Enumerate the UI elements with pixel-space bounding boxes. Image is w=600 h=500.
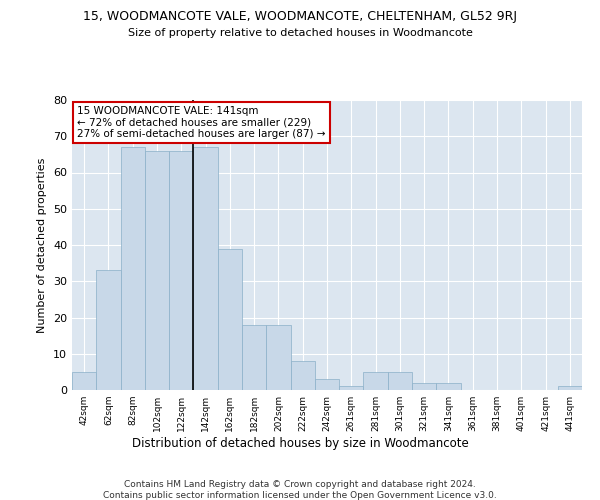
Bar (72, 372, 96, 390)
Bar (242, 325, 266, 390)
Bar (315, 379, 339, 390)
Bar (412, 383, 436, 390)
Text: Size of property relative to detached houses in Woodmancote: Size of property relative to detached ho… (128, 28, 472, 38)
Text: Contains public sector information licensed under the Open Government Licence v3: Contains public sector information licen… (103, 491, 497, 500)
Bar (96, 270, 121, 390)
Bar (388, 372, 412, 390)
Bar (193, 147, 218, 390)
Bar (290, 361, 315, 390)
Bar (558, 386, 582, 390)
Bar (436, 383, 461, 390)
Bar (218, 248, 242, 390)
Text: 15, WOODMANCOTE VALE, WOODMANCOTE, CHELTENHAM, GL52 9RJ: 15, WOODMANCOTE VALE, WOODMANCOTE, CHELT… (83, 10, 517, 23)
Y-axis label: Number of detached properties: Number of detached properties (37, 158, 47, 332)
Bar (364, 372, 388, 390)
Bar (169, 151, 193, 390)
Bar (339, 386, 364, 390)
Text: Contains HM Land Registry data © Crown copyright and database right 2024.: Contains HM Land Registry data © Crown c… (124, 480, 476, 489)
Text: Distribution of detached houses by size in Woodmancote: Distribution of detached houses by size … (131, 438, 469, 450)
Bar (145, 151, 169, 390)
Bar (266, 325, 290, 390)
Bar (121, 147, 145, 390)
Text: 15 WOODMANCOTE VALE: 141sqm
← 72% of detached houses are smaller (229)
27% of se: 15 WOODMANCOTE VALE: 141sqm ← 72% of det… (77, 106, 326, 139)
